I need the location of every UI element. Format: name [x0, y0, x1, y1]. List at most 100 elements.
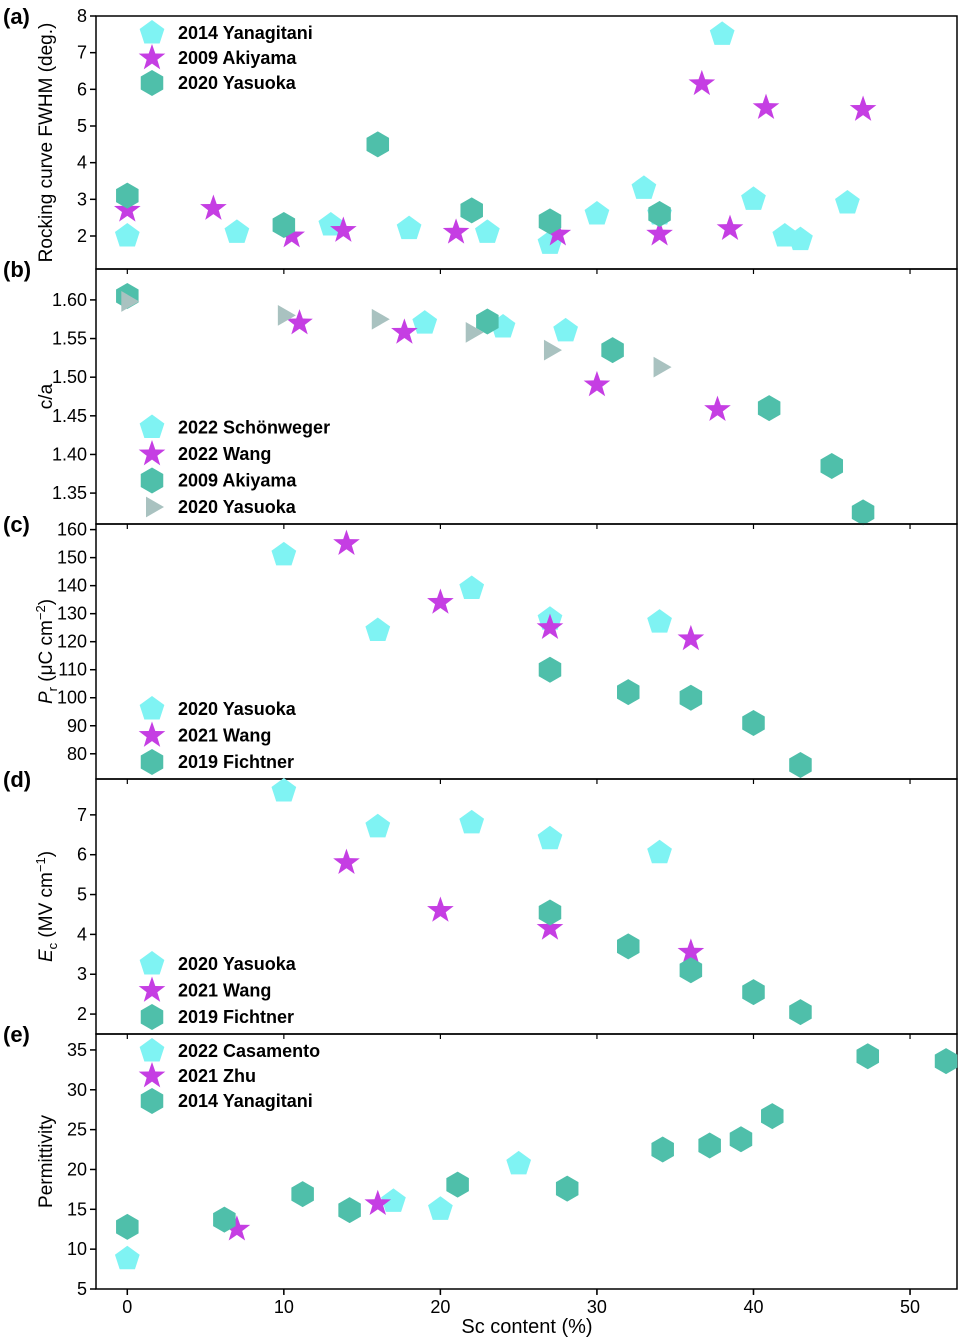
data-point — [213, 1206, 236, 1233]
legend-marker — [139, 20, 165, 44]
data-point — [647, 609, 672, 633]
y-tick-label: 5 — [77, 1279, 87, 1299]
data-point — [555, 1175, 579, 1202]
series-star — [333, 848, 705, 964]
data-point — [286, 309, 313, 335]
y-tick-label: 5 — [77, 116, 87, 136]
series-hexagon — [538, 656, 812, 778]
y-tick-label: 3 — [77, 964, 87, 984]
y-tick-label: 110 — [58, 660, 87, 680]
y-tick-label: 1.55 — [52, 329, 87, 349]
data-point — [741, 186, 766, 210]
panel-c: 80 90 100 110 120 130 140 150 160 (c) Pr (μC cm−2)… — [3, 512, 958, 784]
data-point — [366, 131, 390, 158]
y-axis-label: Ec (MV cm−1) — [33, 851, 60, 962]
y-tick-label: 2 — [77, 226, 87, 246]
data-point — [465, 321, 484, 343]
data-point — [330, 216, 357, 242]
data-point — [543, 339, 562, 361]
data-point — [291, 1181, 314, 1208]
x-axis: 0 10 20 30 40 50 — [122, 1289, 920, 1317]
data-point — [709, 21, 735, 45]
data-point — [538, 208, 562, 235]
data-point — [446, 1171, 469, 1198]
legend-label: 2021 Wang — [178, 981, 271, 1001]
y-tick-label: 100 — [57, 688, 87, 708]
data-point — [679, 684, 703, 711]
data-point — [113, 196, 141, 222]
y-axis-label: c/a — [36, 383, 57, 409]
legend: 2020 Yasuoka 2021 Wang 2019 Fichtner — [138, 951, 297, 1030]
y-tick-label: 120 — [57, 632, 87, 652]
legend-marker — [138, 440, 166, 466]
legend-label: 2022 Casamento — [178, 1041, 320, 1061]
legend-marker — [140, 467, 164, 494]
y-tick-label: 6 — [77, 845, 87, 865]
data-point — [716, 214, 744, 240]
data-point — [761, 1103, 784, 1130]
legend-marker — [139, 1038, 165, 1062]
series-hexagon — [116, 131, 671, 238]
data-point — [647, 839, 672, 864]
data-point — [333, 848, 360, 874]
y-tick-label: 1.45 — [52, 406, 87, 426]
data-point — [651, 1136, 674, 1163]
data-point — [338, 1197, 361, 1224]
panel-e: 5 10 15 20 25 30 35 (e) Permittivity 2022 Casamen… — [3, 1022, 958, 1299]
data-point — [583, 370, 611, 397]
data-point — [835, 190, 860, 214]
panel-label: (b) — [3, 257, 31, 282]
data-point — [584, 201, 610, 225]
series-star — [223, 1189, 392, 1241]
legend-marker — [138, 1062, 166, 1088]
y-tick-label: 5 — [77, 885, 87, 905]
legend-label: 2020 Yasuoka — [178, 954, 297, 974]
data-point — [476, 308, 499, 335]
y-tick-label: 30 — [67, 1080, 87, 1100]
y-tick-label: 8 — [77, 6, 87, 26]
data-point — [538, 899, 562, 926]
y-tick-label: 6 — [77, 79, 87, 99]
data-point — [365, 617, 391, 641]
data-point — [475, 219, 500, 243]
y-tick-label: 20 — [67, 1159, 87, 1179]
y-tick-label: 80 — [67, 744, 87, 764]
legend-marker — [139, 696, 165, 720]
x-tick-label: 0 — [122, 1297, 132, 1317]
data-point — [277, 304, 296, 326]
data-point — [757, 395, 781, 422]
series-pentagon — [114, 1150, 532, 1270]
data-point — [617, 679, 640, 706]
data-point — [742, 709, 765, 736]
data-point — [114, 223, 140, 247]
legend: 2022 Casamento 2021 Zhu 2014 Yanagitani — [138, 1038, 320, 1114]
data-point — [789, 751, 812, 778]
series-hexagon — [538, 899, 812, 1026]
legend-marker — [140, 749, 164, 775]
y-tick-label: 35 — [67, 1040, 87, 1060]
data-point — [742, 979, 765, 1006]
y-tick-label: 4 — [77, 153, 87, 173]
legend-marker — [138, 721, 166, 747]
x-tick-label: 20 — [430, 1297, 450, 1317]
data-point — [849, 95, 877, 121]
data-point — [617, 933, 640, 960]
series-star — [333, 529, 705, 651]
y-tick-label: 15 — [67, 1199, 87, 1219]
y-axis-label: Rocking curve FWHM (deg.) — [36, 23, 57, 263]
data-point — [278, 222, 305, 248]
panel-label: (e) — [3, 1022, 30, 1047]
data-point — [752, 93, 780, 119]
x-tick-label: 50 — [900, 1297, 920, 1317]
y-tick-label: 90 — [67, 716, 87, 736]
x-tick-label: 30 — [587, 1297, 607, 1317]
data-point — [789, 999, 812, 1026]
x-axis-label: Sc content (%) — [461, 1316, 592, 1338]
data-point — [333, 529, 360, 555]
y-tick-label: 1.50 — [52, 367, 87, 387]
y-tick-label: 140 — [57, 576, 87, 596]
series-star — [286, 309, 731, 421]
legend: 2020 Yasuoka 2021 Wang 2019 Fichtner — [138, 696, 297, 775]
data-point — [536, 613, 564, 640]
